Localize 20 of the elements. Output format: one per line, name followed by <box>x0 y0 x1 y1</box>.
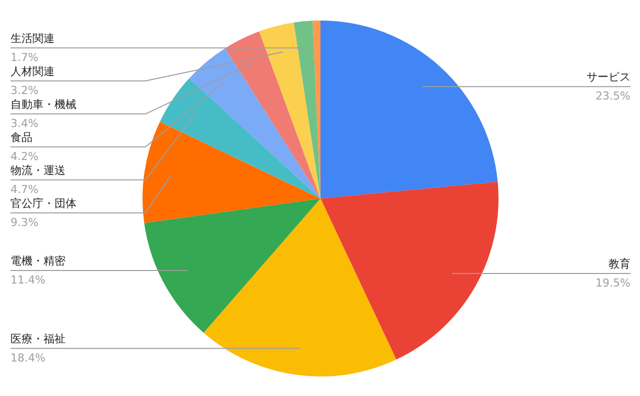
slice-label: 教育 <box>608 257 630 270</box>
slice-label: 生活関連 <box>10 32 54 45</box>
data-label: 19.5% <box>596 276 631 290</box>
slice-label: 電機・精密 <box>10 254 66 268</box>
data-label: 4.7% <box>10 182 38 196</box>
data-label: 18.4% <box>10 351 46 364</box>
data-label: 3.4% <box>10 116 38 130</box>
data-label: 3.2% <box>10 84 38 97</box>
slice-label: 人材関連 <box>10 64 54 78</box>
data-label: 9.3% <box>10 216 38 229</box>
slice-label: サービス <box>586 70 630 84</box>
slice-label: 自動車・機械 <box>10 98 76 111</box>
slice-label: 官公庁・団体 <box>10 196 76 210</box>
slice-label: 食品 <box>10 130 32 144</box>
data-label: 1.7% <box>10 50 38 64</box>
data-label: 11.4% <box>10 274 46 287</box>
data-label: 23.5% <box>596 90 631 103</box>
slice-label: 医療・福祉 <box>10 332 66 346</box>
data-label: 4.2% <box>10 150 38 163</box>
slice-label: 物流・運送 <box>10 164 66 177</box>
